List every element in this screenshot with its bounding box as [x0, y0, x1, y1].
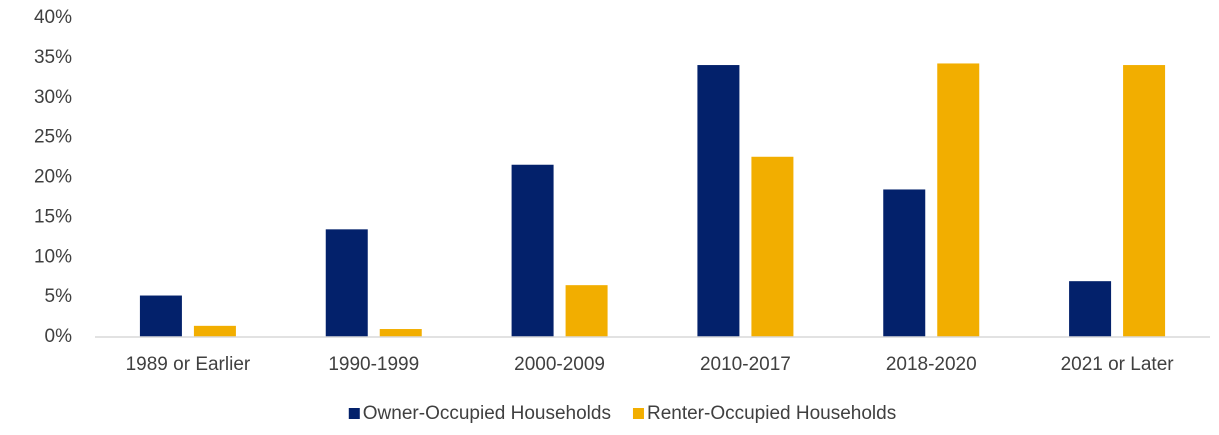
legend-swatch — [348, 408, 360, 419]
x-tick-label: 2018-2020 — [886, 354, 977, 375]
legend-swatch — [632, 408, 644, 419]
x-tick-label: 1990-1999 — [328, 354, 419, 375]
x-tick-label: 2021 or Later — [1061, 354, 1175, 375]
y-tick-label: 0% — [45, 326, 73, 347]
legend-label: Owner-Occupied Households — [363, 403, 611, 424]
bar — [325, 229, 368, 337]
y-tick-label: 10% — [34, 246, 72, 267]
bar — [1123, 65, 1166, 338]
y-tick-label: 40% — [34, 7, 72, 28]
bar — [1069, 281, 1112, 337]
y-tick-label: 25% — [34, 127, 72, 148]
y-tick-label: 15% — [34, 206, 72, 227]
x-tick-label: 2000-2009 — [514, 354, 605, 375]
bar — [697, 65, 740, 338]
y-tick-label: 35% — [34, 47, 72, 68]
bar — [883, 189, 926, 337]
x-tick-label: 2010-2017 — [700, 354, 791, 375]
y-tick-label: 5% — [45, 286, 73, 307]
bar — [139, 295, 182, 337]
legend-label: Renter-Occupied Households — [647, 403, 896, 424]
x-tick-label: 1989 or Earlier — [126, 354, 251, 375]
bar — [751, 156, 794, 337]
bar — [193, 325, 236, 337]
bar — [379, 329, 422, 337]
y-tick-label: 30% — [34, 87, 72, 108]
bar — [511, 164, 554, 337]
y-tick-label: 20% — [34, 167, 72, 188]
bar — [565, 285, 608, 337]
bar — [937, 63, 980, 338]
